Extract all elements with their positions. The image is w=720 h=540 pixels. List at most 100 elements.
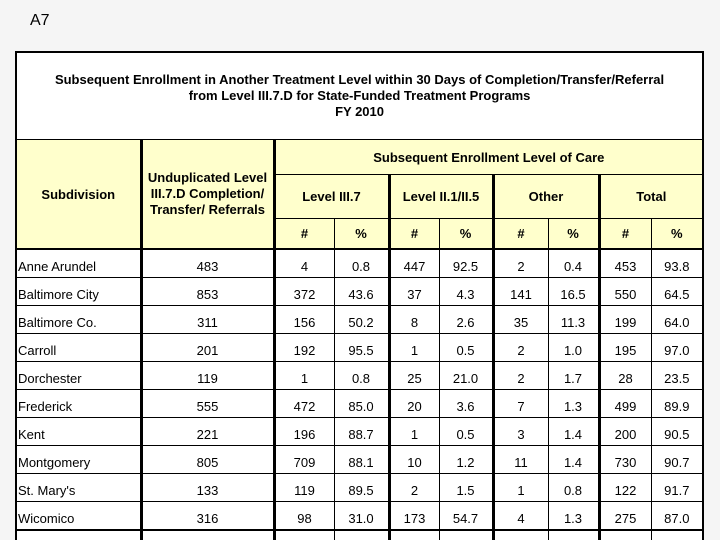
level-iii7-percent-cell: 95.5: [333, 333, 389, 362]
other-count-cell: 3: [491, 417, 548, 446]
level-iii7-count-cell: 1: [272, 361, 334, 390]
total-percent-cell: 89.9: [650, 389, 704, 418]
unduplicated-cell: 311: [139, 305, 274, 334]
level-ii1-ii5-percent-cell: 0.5: [438, 333, 493, 362]
total-count-cell: 200: [597, 417, 651, 446]
total-count-cell: 730: [597, 445, 651, 474]
unduplicated-cell: 555: [139, 389, 274, 418]
title-line-3: FY 2010: [335, 104, 384, 119]
header-count-ii1-ii5: #: [387, 218, 439, 249]
header-percent-iii7: %: [333, 218, 389, 249]
total-percent-cell: 81.3: [650, 529, 704, 540]
header-span-label: Subsequent Enrollment Level of Care: [272, 139, 704, 175]
header-percent-ii1-ii5: %: [438, 218, 493, 249]
level-iii7-percent-cell: 50.2: [333, 305, 389, 334]
total-percent-cell: 87.0: [650, 501, 704, 530]
total-percent-cell: 64.0: [650, 305, 704, 334]
header-other: Other: [491, 174, 599, 219]
level-iii7-count-cell: 98: [272, 501, 334, 530]
other-count-cell: 2: [491, 333, 548, 362]
unduplicated-cell: 483: [139, 248, 274, 278]
level-iii7-percent-cell: 58.0: [333, 529, 389, 540]
other-count-cell: 11: [491, 445, 548, 474]
unduplicated-cell: 221: [139, 417, 274, 446]
row-baltimore-co: Baltimore Co. 311 156 50.2 8 2.6 35 11.3…: [16, 305, 704, 334]
row-dorchester: Dorchester 119 1 0.8 25 21.0 2 1.7 28 23…: [16, 361, 704, 390]
level-iii7-percent-cell: 88.1: [333, 445, 389, 474]
total-count-cell: 195: [597, 333, 651, 362]
total-percent-cell: 90.5: [650, 417, 704, 446]
level-ii1-ii5-percent-cell: 92.5: [438, 248, 493, 278]
level-iii7-count-cell: 372: [272, 277, 334, 306]
level-iii7-percent-cell: 31.0: [333, 501, 389, 530]
row-kent: Kent 221 196 88.7 1 0.5 3 1.4 200 90.5: [16, 417, 704, 446]
other-percent-cell: 1.4: [547, 445, 599, 474]
level-ii1-ii5-count-cell: 2: [387, 473, 439, 502]
level-ii1-ii5-count-cell: 25: [387, 361, 439, 390]
level-ii1-ii5-count-cell: 1: [387, 417, 439, 446]
total-count-cell: 275: [597, 501, 651, 530]
page-label: A7: [30, 12, 50, 29]
level-iii7-percent-cell: 0.8: [333, 248, 389, 278]
total-count-cell: 453: [597, 248, 651, 278]
total-count-cell: 550: [597, 277, 651, 306]
other-percent-cell: 1.4: [547, 417, 599, 446]
subdivision-cell: Kent: [16, 417, 141, 446]
other-percent-cell: 11.3: [547, 305, 599, 334]
level-iii7-percent-cell: 43.6: [333, 277, 389, 306]
subdivision-cell: Frederick: [16, 389, 141, 418]
level-iii7-count-cell: 472: [272, 389, 334, 418]
other-percent-cell: 0.4: [547, 248, 599, 278]
row-total: Total 3997 2319 58.0 724 18.1 208 5.2 3,…: [16, 529, 704, 540]
other-count-cell: 141: [491, 277, 548, 306]
total-percent-cell: 97.0: [650, 333, 704, 362]
total-count-cell: 499: [597, 389, 651, 418]
header-subdivision: Subdivision: [16, 139, 141, 249]
level-iii7-percent-cell: 85.0: [333, 389, 389, 418]
other-count-cell: 35: [491, 305, 548, 334]
level-iii7-count-cell: 2319: [272, 529, 334, 540]
level-ii1-ii5-count-cell: 8: [387, 305, 439, 334]
other-percent-cell: 1.7: [547, 361, 599, 390]
other-count-cell: 208: [491, 529, 548, 540]
unduplicated-cell: 805: [139, 445, 274, 474]
subdivision-cell: Wicomico: [16, 501, 141, 530]
level-ii1-ii5-percent-cell: 18.1: [438, 529, 493, 540]
header-group-row: Level III.7 Level II.1/II.5 Other Total: [16, 174, 704, 219]
header-symbol-row: # % # % # % # %: [16, 218, 704, 249]
total-count-cell: 3,251: [597, 529, 651, 540]
row-montgomery: Montgomery 805 709 88.1 10 1.2 11 1.4 73…: [16, 445, 704, 474]
header-span-row: Subdivision Unduplicated Level III.7.D C…: [16, 139, 704, 249]
total-count-cell: 199: [597, 305, 651, 334]
table-title: Subsequent Enrollment in Another Treatme…: [16, 52, 704, 140]
other-percent-cell: 5.2: [547, 529, 599, 540]
level-ii1-ii5-count-cell: 173: [387, 501, 439, 530]
subdivision-cell: St. Mary's: [16, 473, 141, 502]
total-percent-cell: 91.7: [650, 473, 704, 502]
unduplicated-cell: 3997: [139, 529, 274, 540]
level-ii1-ii5-percent-cell: 21.0: [438, 361, 493, 390]
other-count-cell: 1: [491, 473, 548, 502]
header-count-iii7: #: [272, 218, 334, 249]
total-percent-cell: 93.8: [650, 248, 704, 278]
other-percent-cell: 0.8: [547, 473, 599, 502]
level-iii7-count-cell: 119: [272, 473, 334, 502]
level-iii7-percent-cell: 0.8: [333, 361, 389, 390]
other-count-cell: 4: [491, 501, 548, 530]
level-iii7-count-cell: 156: [272, 305, 334, 334]
level-ii1-ii5-count-cell: 37: [387, 277, 439, 306]
level-ii1-ii5-percent-cell: 1.2: [438, 445, 493, 474]
unduplicated-cell: 316: [139, 501, 274, 530]
subdivision-cell: Baltimore Co.: [16, 305, 141, 334]
header-level-ii1-ii5: Level II.1/II.5: [387, 174, 493, 219]
level-ii1-ii5-percent-cell: 4.3: [438, 277, 493, 306]
other-percent-cell: 1.0: [547, 333, 599, 362]
total-count-cell: 28: [597, 361, 651, 390]
level-iii7-count-cell: 4: [272, 248, 334, 278]
level-ii1-ii5-count-cell: 724: [387, 529, 439, 540]
header-percent-other: %: [547, 218, 599, 249]
other-percent-cell: 1.3: [547, 389, 599, 418]
header-count-other: #: [491, 218, 548, 249]
level-iii7-percent-cell: 88.7: [333, 417, 389, 446]
